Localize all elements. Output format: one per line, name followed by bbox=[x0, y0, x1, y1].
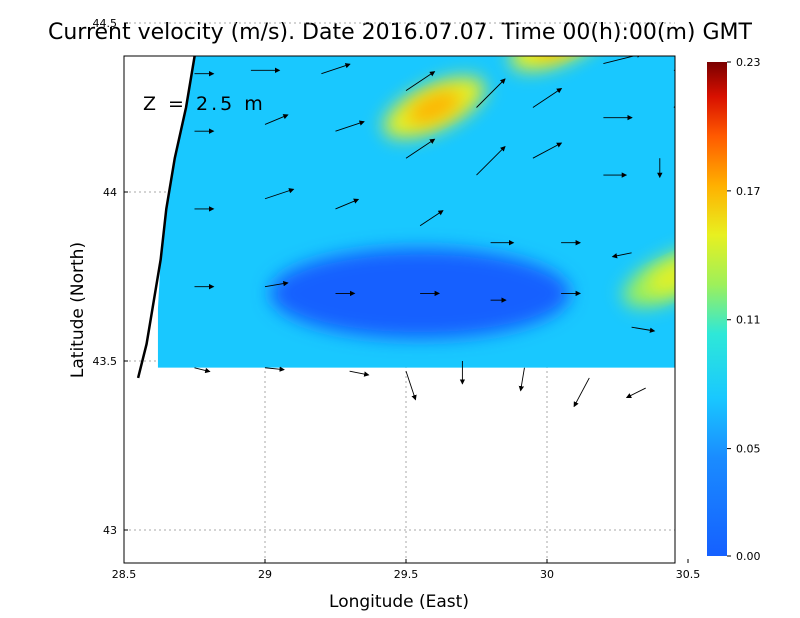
velocity-arrow bbox=[673, 105, 675, 108]
chart-title: Current velocity (m/s). Date 2016.07.07.… bbox=[48, 20, 753, 45]
y-axis-label: Latitude (North) bbox=[68, 242, 88, 378]
velocity-arrow bbox=[335, 120, 365, 132]
x-tick-label: 30.5 bbox=[676, 568, 701, 581]
colorbar bbox=[707, 62, 727, 556]
velocity-arrow bbox=[532, 88, 563, 108]
depth-annotation: Z = 2.5 m bbox=[143, 93, 266, 115]
velocity-arrow bbox=[264, 114, 289, 125]
colorbar-tick-label: 0.11 bbox=[736, 314, 761, 327]
velocity-arrow bbox=[264, 366, 285, 372]
velocity-arrow bbox=[476, 78, 506, 108]
velocity-field bbox=[157, 0, 675, 368]
x-tick-label: 30 bbox=[540, 568, 554, 581]
x-axis-label: Longitude (East) bbox=[329, 592, 469, 612]
velocity-arrow bbox=[518, 367, 525, 392]
velocity-arrow bbox=[476, 145, 506, 176]
velocity-arrow bbox=[532, 142, 563, 159]
y-tick-label: 43.5 bbox=[93, 355, 118, 368]
x-tick-label: 28.5 bbox=[112, 568, 137, 581]
field-fill bbox=[157, 0, 675, 368]
y-tick-label: 44 bbox=[103, 186, 117, 199]
velocity-arrow bbox=[419, 210, 444, 227]
velocity-arrow bbox=[264, 280, 289, 288]
velocity-arrow bbox=[335, 198, 360, 210]
colorbar-tick-label: 0.00 bbox=[736, 550, 761, 563]
velocity-arrow bbox=[603, 56, 643, 64]
plot-frame bbox=[123, 55, 676, 564]
velocity-arrow bbox=[349, 370, 370, 377]
x-tick-label: 29.5 bbox=[394, 568, 419, 581]
speed-hotspot-core bbox=[432, 0, 493, 5]
speed-hotspot-core bbox=[648, 260, 675, 293]
velocity-arrow bbox=[405, 370, 417, 401]
velocity-arrow bbox=[279, 2, 302, 6]
colorbar-ticks: 0.23 0.17 0.11 0.05 0.00 bbox=[727, 56, 761, 563]
speed-hotspot-core bbox=[408, 91, 461, 124]
velocity-vectors bbox=[194, 0, 675, 408]
velocity-arrow bbox=[625, 387, 646, 398]
velocity-arrow bbox=[264, 188, 295, 200]
velocity-arrow bbox=[611, 252, 632, 259]
velocity-arrow bbox=[209, 0, 224, 6]
coastline bbox=[136, 56, 197, 379]
velocity-arrow bbox=[405, 138, 436, 159]
x-tick-label: 29 bbox=[258, 568, 272, 581]
colorbar-tick-label: 0.05 bbox=[736, 443, 761, 456]
velocity-arrow bbox=[321, 63, 351, 75]
velocity-arrow bbox=[631, 326, 656, 333]
velocity-arrow bbox=[573, 377, 590, 408]
velocity-arrow bbox=[405, 71, 436, 91]
velocity-arrow bbox=[194, 367, 211, 374]
low-speed-region bbox=[270, 248, 571, 339]
y-tick-label: 44.5 bbox=[93, 17, 118, 30]
y-tick-label: 43 bbox=[103, 524, 117, 537]
colorbar-tick-label: 0.17 bbox=[736, 185, 761, 198]
coastline-line bbox=[136, 56, 197, 379]
colorbar-tick-label: 0.23 bbox=[736, 56, 761, 69]
